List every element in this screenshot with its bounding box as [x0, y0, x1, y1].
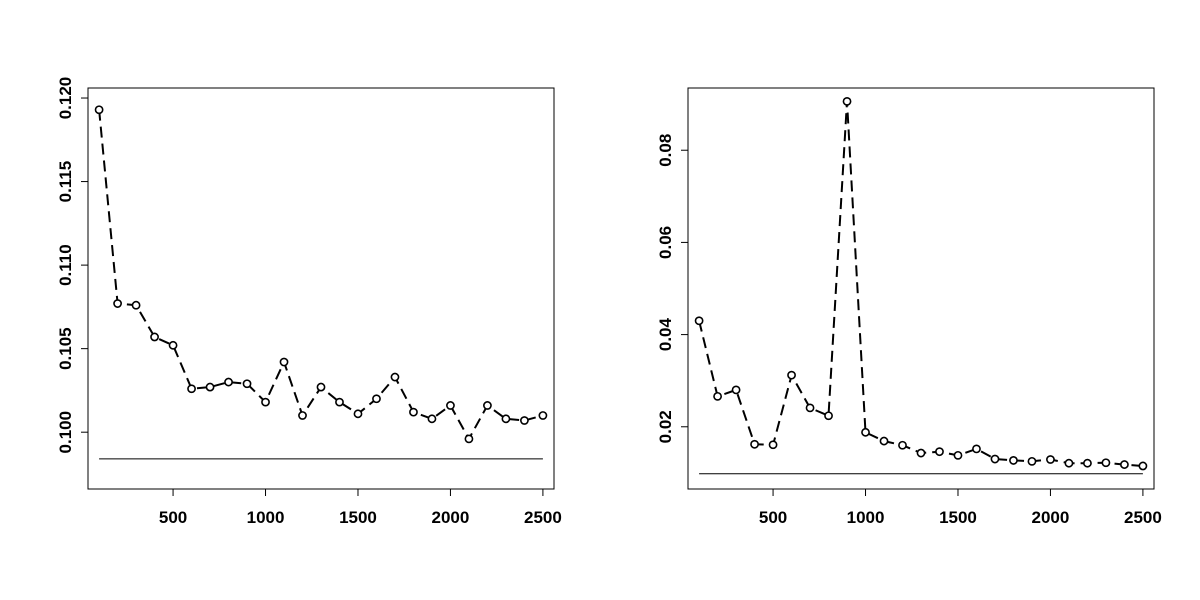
data-point: [168, 340, 178, 350]
data-point: [409, 407, 418, 417]
data-point: [1138, 461, 1148, 471]
y-tick-label: 0.110: [56, 244, 75, 286]
plot-frame: [87, 87, 555, 490]
data-point: [842, 96, 852, 106]
plot-frame: [687, 87, 1155, 490]
x-tick-label: 2000: [1032, 508, 1070, 527]
data-point: [694, 316, 704, 326]
data-point: [713, 391, 722, 401]
x-tick-label: 2500: [1124, 508, 1162, 527]
data-point: [427, 414, 437, 424]
data-point: [94, 105, 104, 115]
data-point: [335, 397, 344, 407]
data-point: [1101, 458, 1111, 468]
data-point: [501, 414, 511, 424]
data-point: [898, 440, 907, 450]
x-tick-label: 1000: [847, 508, 885, 527]
data-point: [1009, 456, 1018, 465]
data-point: [279, 357, 289, 367]
data-point: [150, 332, 159, 342]
data-point: [916, 448, 926, 458]
data-point: [1083, 458, 1092, 468]
left-panel: 500 1000 1500 2000 2500 0.100 0.105 0.110 0.115 0…: [56, 77, 562, 527]
data-point: [805, 403, 815, 413]
data-point: [131, 300, 141, 310]
data-point: [483, 401, 492, 410]
data-point: [787, 370, 796, 380]
data-point: [187, 384, 196, 394]
y-tick-label: 0.06: [656, 226, 675, 259]
data-point: [464, 434, 474, 444]
data-point: [316, 382, 326, 392]
data-point: [935, 447, 944, 457]
data-point: [750, 439, 759, 449]
x-tick-label: 2000: [432, 508, 470, 527]
data-point: [1027, 456, 1037, 466]
data-point: [879, 436, 889, 446]
y-tick-label: 0.120: [56, 77, 75, 120]
data-point: [1064, 458, 1074, 468]
x-tick-label: 1500: [339, 508, 377, 527]
data-point: [1046, 455, 1055, 464]
y-tick-label: 0.105: [56, 327, 75, 370]
y-tick-label: 0.115: [56, 161, 75, 203]
data-point: [261, 397, 270, 407]
data-point: [298, 411, 307, 420]
x-tick-label: 500: [159, 508, 187, 527]
data-point: [538, 411, 548, 420]
right-panel: 500 1000 1500 2000 2500 0.02 0.04 0.06 0.08: [656, 87, 1162, 527]
data-point: [372, 394, 381, 404]
y-tick-label: 0.02: [656, 410, 675, 443]
data-point: [953, 450, 963, 460]
data-point: [446, 401, 455, 410]
data-point: [113, 299, 122, 308]
data-point: [242, 379, 252, 389]
x-tick-label: 1000: [247, 508, 285, 527]
x-tick-label: 2500: [524, 508, 562, 527]
y-tick-label: 0.04: [656, 318, 675, 352]
data-point: [224, 377, 233, 387]
data-point: [824, 411, 833, 421]
data-point: [990, 454, 1000, 464]
x-tick-label: 500: [759, 508, 787, 527]
series-line: [698, 101, 1143, 467]
data-point: [205, 382, 215, 392]
y-tick-label: 0.08: [656, 134, 675, 167]
y-tick-label: 0.100: [56, 411, 75, 454]
data-point: [520, 416, 529, 425]
data-point: [390, 372, 400, 382]
data-point: [768, 440, 778, 450]
data-point: [1120, 460, 1129, 469]
x-tick-label: 1500: [939, 508, 977, 527]
data-point: [972, 444, 981, 454]
data-point: [861, 427, 870, 437]
data-point: [731, 385, 741, 395]
data-point: [353, 409, 363, 419]
